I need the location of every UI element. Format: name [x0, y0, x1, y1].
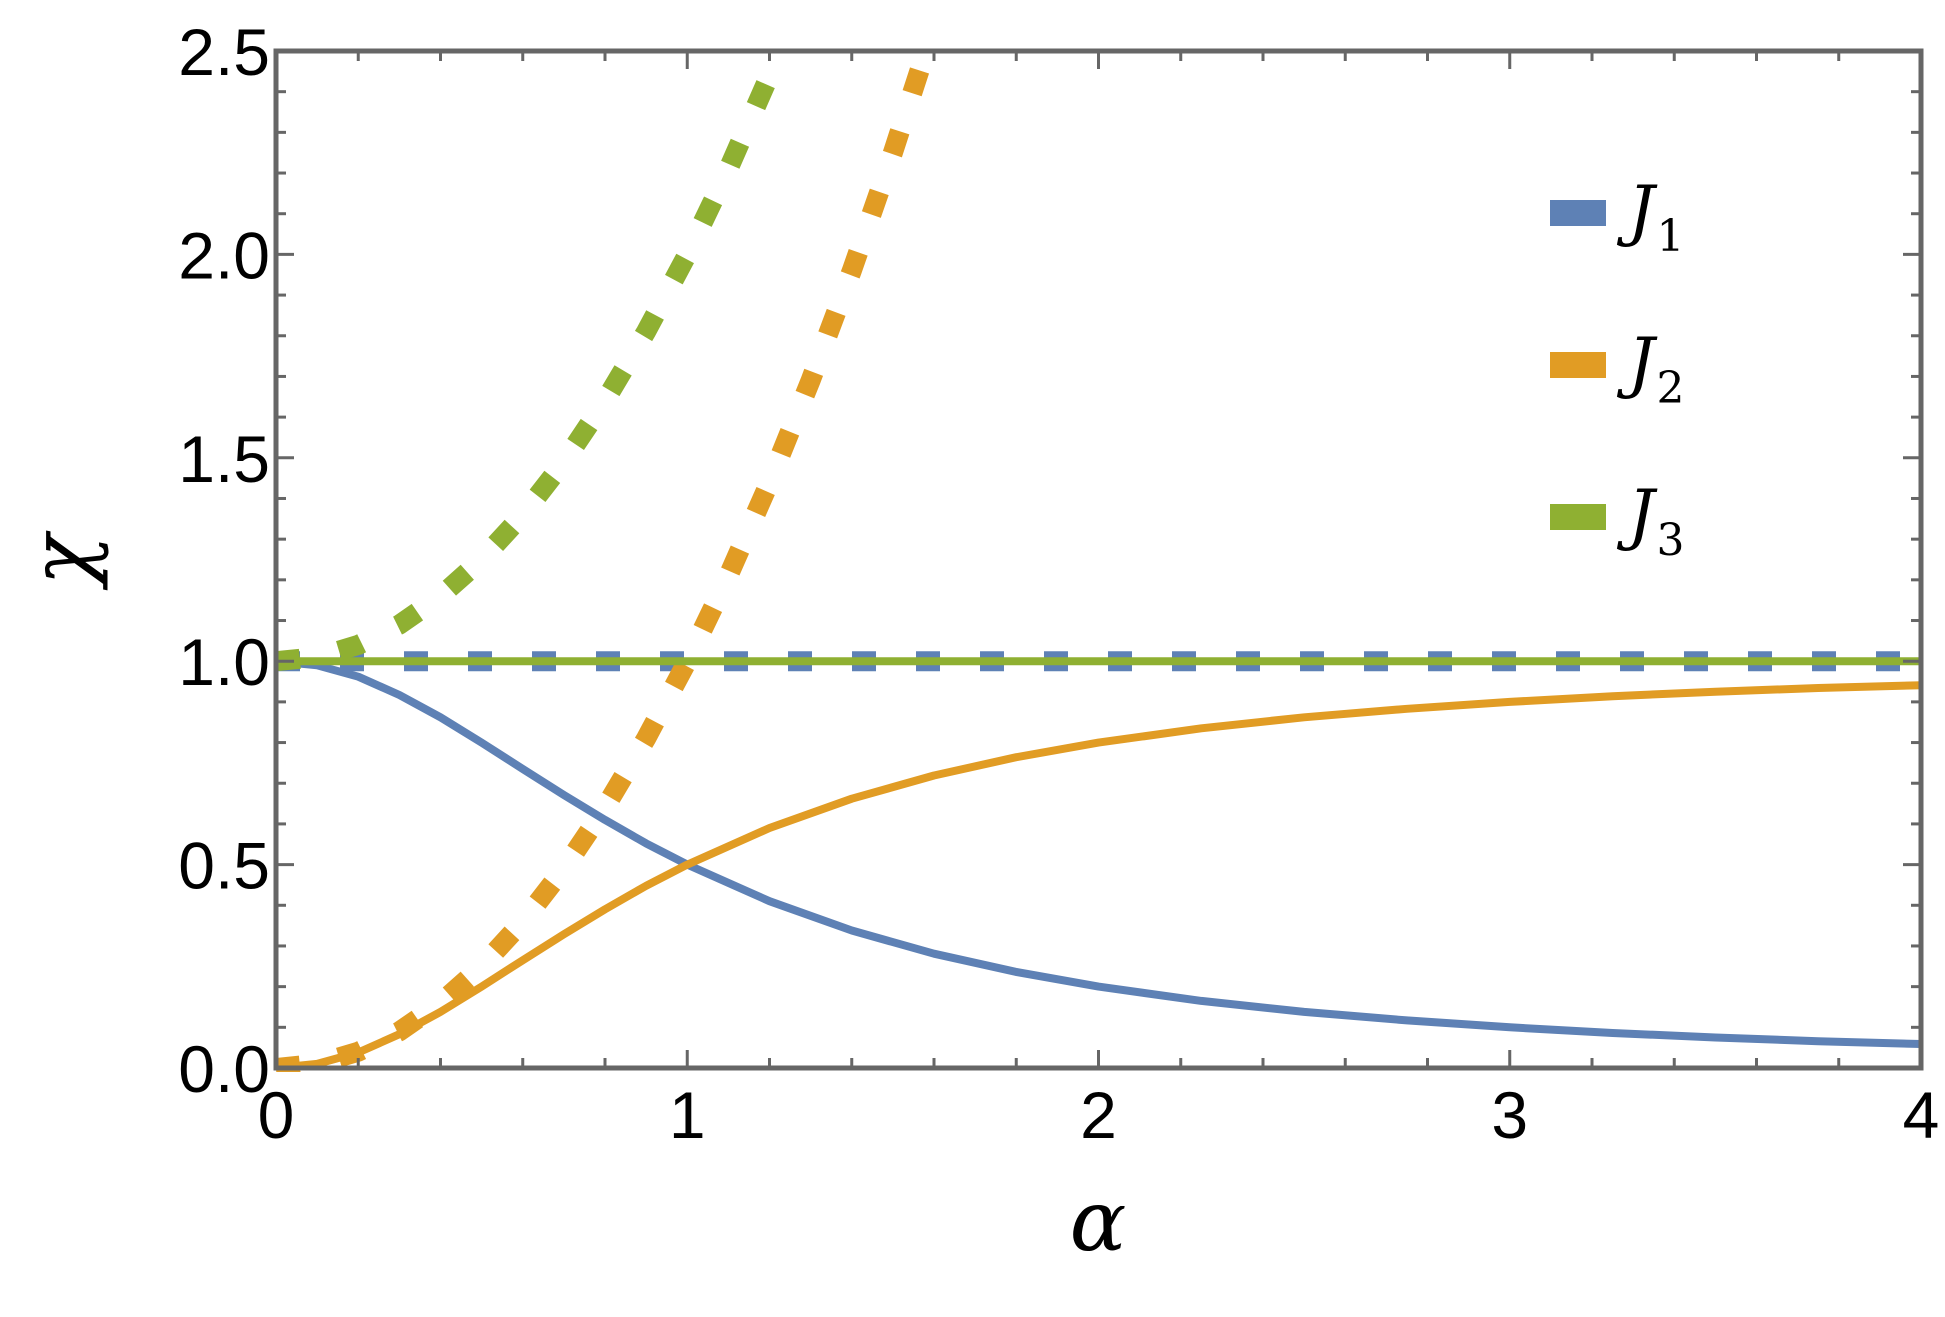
y-tick-label: 0.5	[178, 829, 270, 903]
x-tick-label: 3	[1491, 1078, 1528, 1152]
x-tick-label: 1	[669, 1078, 706, 1152]
legend-swatch	[1550, 200, 1606, 226]
y-axis-label: χ	[12, 529, 110, 590]
legend-label: J2	[1616, 324, 1684, 414]
series-j1-solid	[276, 657, 1921, 1048]
series-j2-solid	[276, 681, 1921, 1072]
legend-swatch	[1550, 352, 1606, 378]
y-tick-label: 2.5	[178, 15, 270, 89]
series-j3-dotted	[276, 47, 788, 672]
plot-series	[276, 47, 1921, 1072]
x-tick-labels: 0 1 2 3 4	[258, 1078, 1940, 1152]
axis-ticks	[274, 49, 1923, 1070]
y-tick-label: 0.0	[178, 1032, 270, 1106]
legend-label: J1	[1616, 172, 1684, 262]
legend-swatch	[1550, 504, 1606, 530]
x-tick-label: 4	[1903, 1078, 1940, 1152]
x-tick-label: 2	[1080, 1078, 1117, 1152]
y-tick-labels: 0.0 0.5 1.0 1.5 2.0 2.5	[178, 15, 270, 1106]
x-axis-label: α	[1070, 1172, 1127, 1270]
y-tick-label: 1.0	[178, 625, 270, 699]
legend: J1 J2 J3	[1550, 172, 1684, 566]
legend-label: J3	[1616, 476, 1684, 566]
y-tick-label: 1.5	[178, 422, 270, 496]
y-tick-label: 2.0	[178, 218, 270, 292]
x-tick-label: 0	[258, 1078, 295, 1152]
